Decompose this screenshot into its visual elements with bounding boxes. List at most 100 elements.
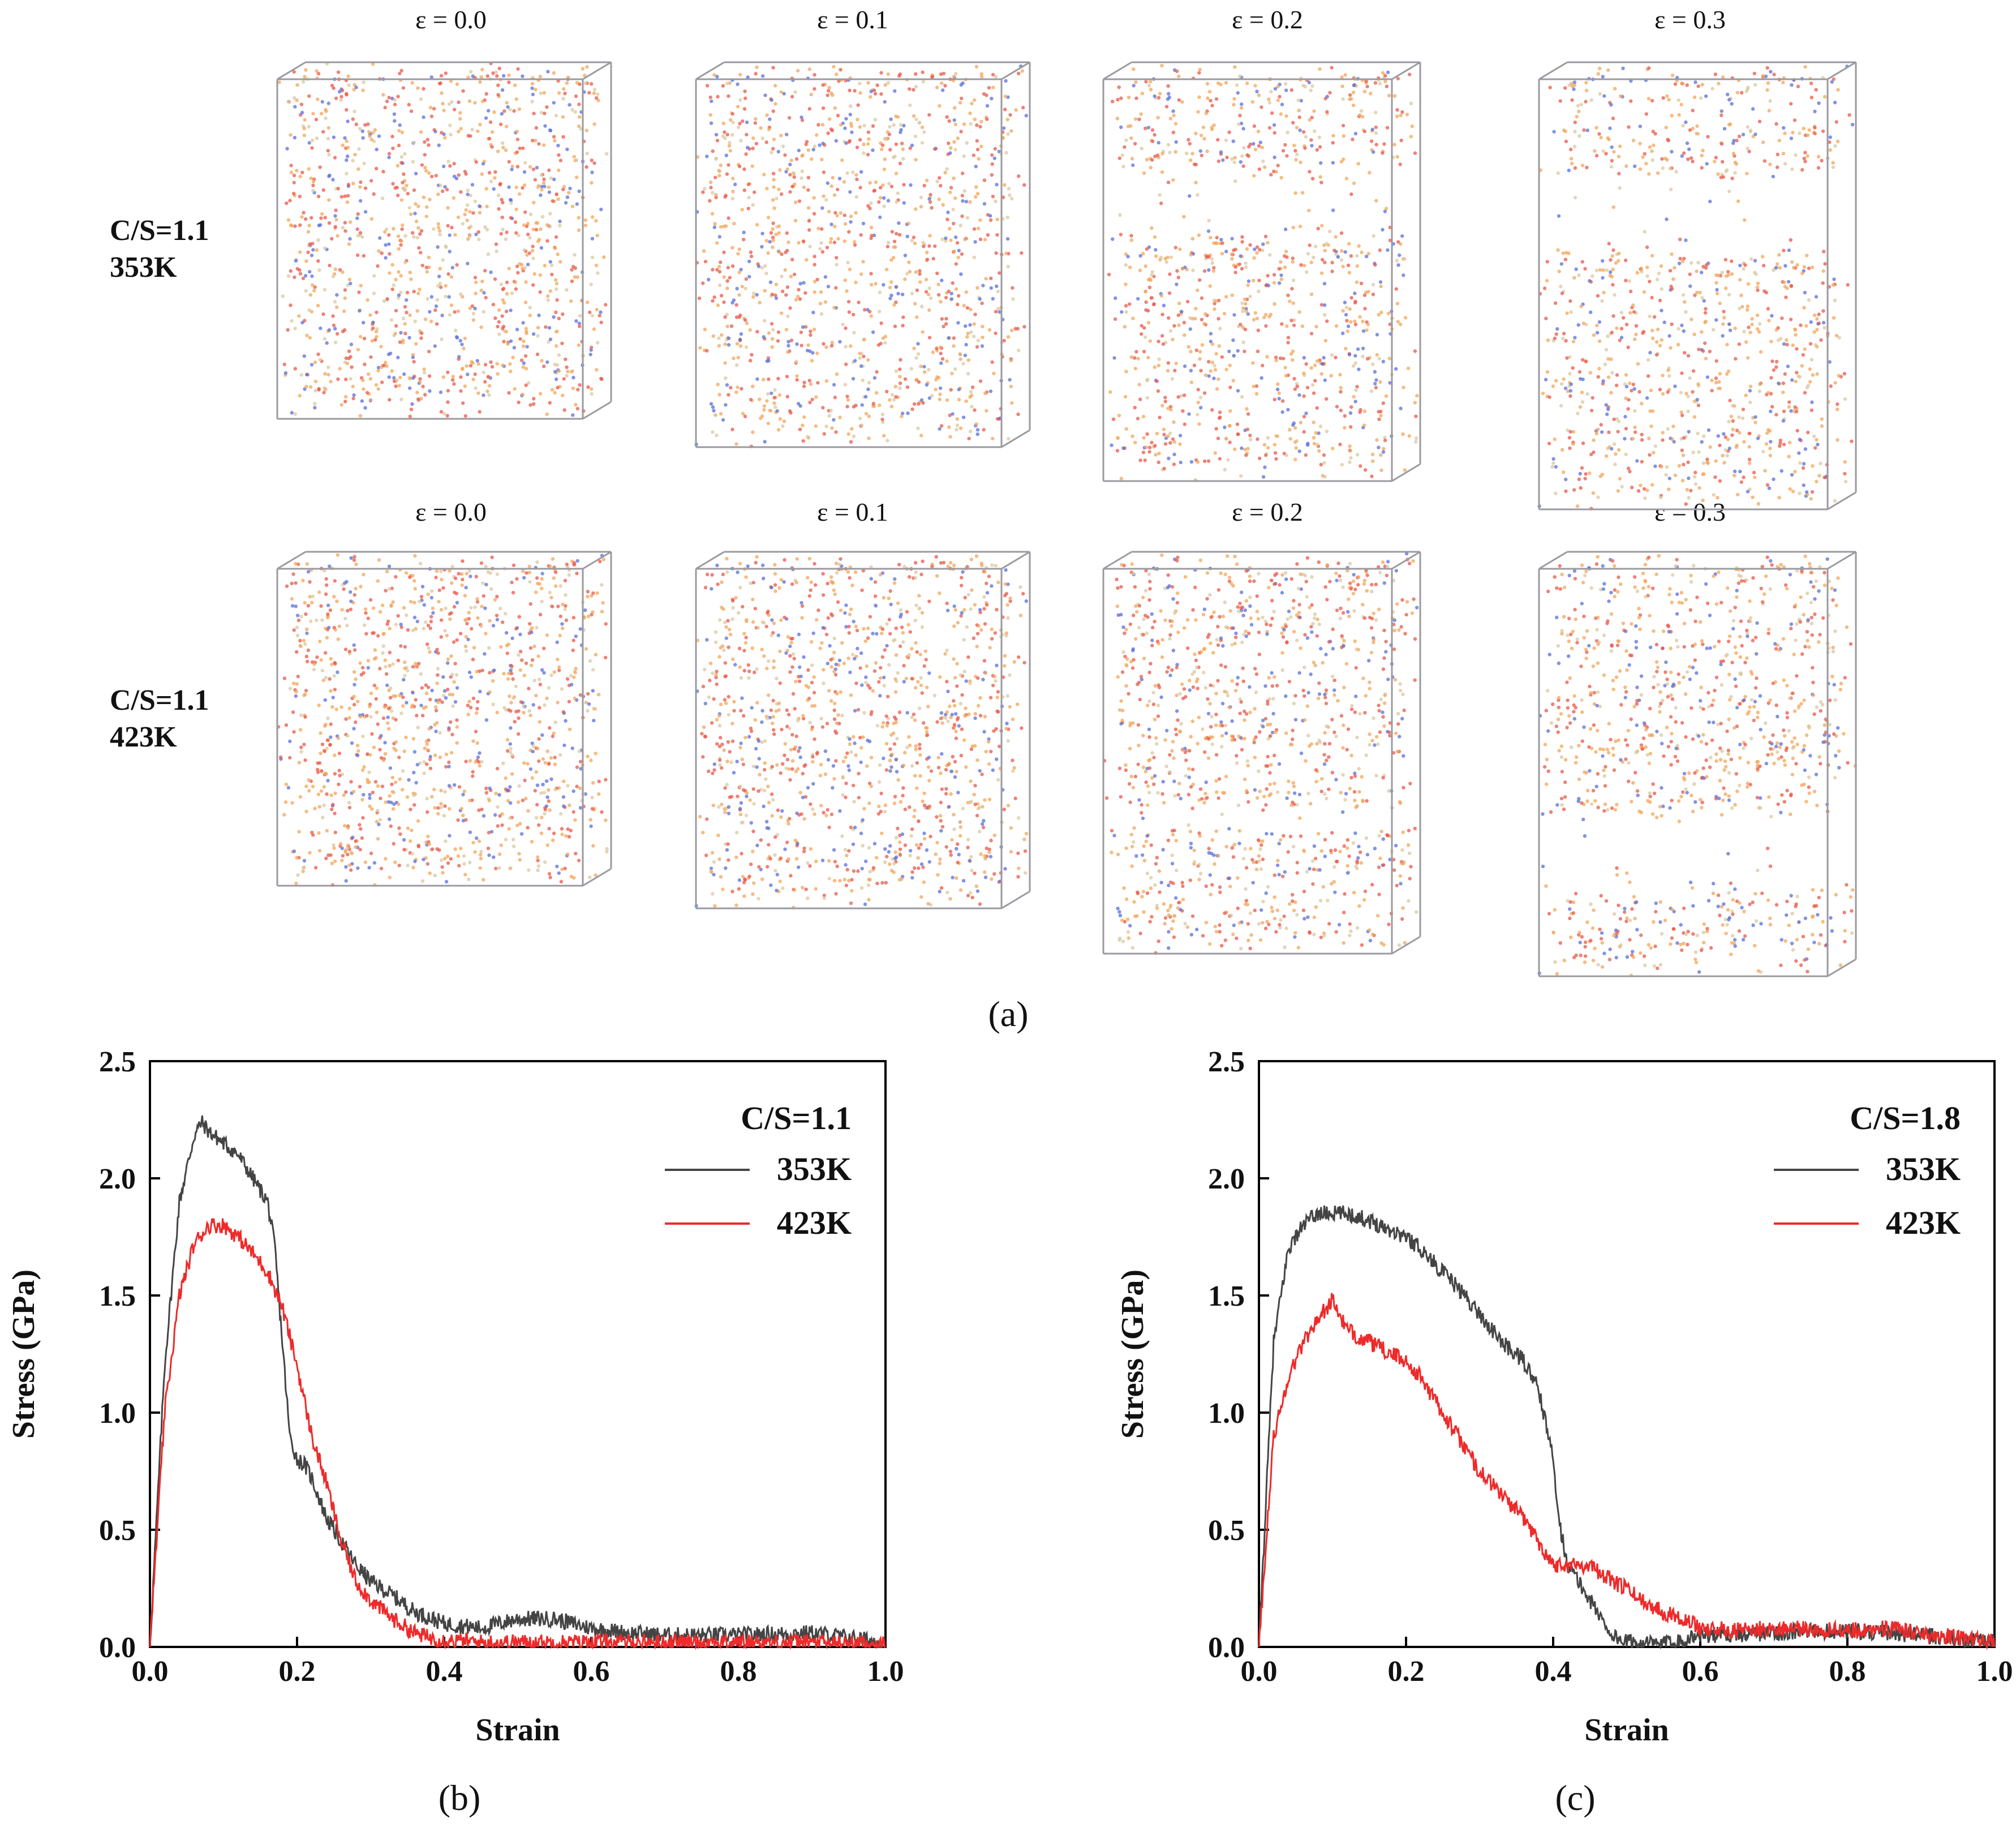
atom-dot: [353, 153, 357, 157]
atom-dot: [420, 331, 424, 335]
atom-dot: [339, 98, 343, 102]
atom-dot: [1786, 364, 1790, 368]
atom-dot: [342, 587, 346, 591]
atom-dot: [484, 791, 488, 795]
atom-dot: [455, 725, 459, 729]
atom-dot: [517, 233, 521, 238]
atom-dot: [384, 243, 388, 247]
atom-dot: [454, 673, 459, 677]
atom-dot: [528, 403, 532, 407]
atom-dot: [771, 109, 776, 113]
atom-dot: [852, 434, 856, 438]
atom-dot: [372, 745, 376, 749]
atom-dot: [1134, 350, 1138, 354]
atom-dot: [1216, 81, 1220, 85]
atom-dot: [1791, 131, 1795, 135]
atom-dot: [1276, 382, 1280, 386]
atom-dot: [590, 387, 594, 391]
atom-dot: [1132, 84, 1136, 88]
atom-dot: [399, 243, 403, 247]
atom-dot: [1670, 322, 1674, 327]
atom-dot: [1302, 414, 1306, 419]
atom-dot: [751, 136, 755, 140]
atom-dot: [1212, 376, 1216, 380]
atom-dot: [422, 771, 426, 775]
atom-dot: [1579, 304, 1583, 308]
atom-dot: [931, 350, 935, 354]
atom-dot: [1133, 440, 1137, 445]
atom-dot: [293, 275, 296, 280]
atom-dot: [955, 427, 958, 432]
atom-dot: [448, 692, 452, 697]
atom-dot: [1127, 96, 1131, 100]
atom-dot: [1642, 290, 1647, 294]
atom-dot: [802, 380, 806, 384]
atom-dot: [1573, 121, 1577, 125]
atom-dot: [1846, 283, 1850, 287]
atom-dot: [1353, 361, 1357, 365]
atom-dot: [1609, 270, 1613, 274]
atom-dot: [521, 365, 525, 369]
atom-dot: [1667, 374, 1671, 378]
atom-dot: [1604, 152, 1608, 156]
atom-dot: [1180, 310, 1184, 314]
atom-dot: [998, 310, 1001, 314]
atom-dot: [1670, 252, 1674, 256]
atom-dot: [745, 132, 749, 137]
atom-dot: [323, 337, 327, 341]
atom-dot: [1280, 399, 1285, 403]
atom-dot: [505, 125, 509, 128]
atom-dot: [1787, 248, 1791, 252]
atom-dot: [953, 367, 957, 371]
atom-dot: [333, 688, 337, 692]
atom-dot: [829, 409, 833, 413]
atom-dot: [342, 328, 347, 332]
atom-dot: [862, 151, 866, 155]
atom-dot: [1552, 130, 1556, 134]
atom-dot: [1794, 153, 1798, 157]
atom-dot: [792, 175, 796, 179]
atom-dot: [1399, 406, 1403, 410]
atom-dot: [302, 743, 306, 746]
atom-dot: [945, 398, 949, 402]
atom-dot: [892, 123, 896, 127]
atom-dot: [1414, 436, 1418, 440]
atom-dot: [1335, 405, 1339, 409]
atom-dot: [347, 349, 351, 353]
atom-dot: [369, 138, 373, 141]
atom-dot: [1414, 414, 1418, 418]
atom-dot: [1371, 293, 1375, 297]
atom-dot: [1654, 353, 1659, 357]
atom-dot: [427, 349, 431, 354]
atom-dot: [562, 185, 566, 189]
atom-dot: [760, 266, 764, 270]
atom-dot: [422, 857, 425, 861]
atom-dot: [1837, 336, 1841, 340]
atom-dot: [287, 274, 291, 278]
atom-dot: [466, 637, 470, 642]
atom-dot: [1610, 158, 1614, 163]
atom-dot: [708, 113, 712, 117]
atom-dot: [1147, 285, 1152, 289]
atom-dot: [1384, 207, 1389, 211]
atom-dot: [710, 99, 713, 104]
atom-dot: [1682, 329, 1686, 333]
atom-dot: [432, 787, 436, 792]
atom-dot: [802, 384, 806, 388]
atom-dot: [1295, 152, 1299, 156]
atom-dot: [1183, 333, 1187, 337]
atom-dot: [570, 268, 574, 272]
atom-dot: [821, 83, 825, 87]
atom-dot: [552, 101, 556, 105]
atom-dot: [744, 345, 749, 349]
atom-dot: [1597, 66, 1602, 71]
atom-dot: [308, 336, 312, 340]
atom-dot: [823, 300, 828, 304]
atom-dot: [397, 384, 401, 388]
atom-dot: [1199, 368, 1203, 373]
atom-dot: [945, 115, 949, 119]
atom-dot: [1714, 156, 1718, 160]
atom-dot: [506, 105, 510, 109]
atom-dot: [1626, 466, 1631, 470]
atom-dot: [505, 101, 509, 105]
